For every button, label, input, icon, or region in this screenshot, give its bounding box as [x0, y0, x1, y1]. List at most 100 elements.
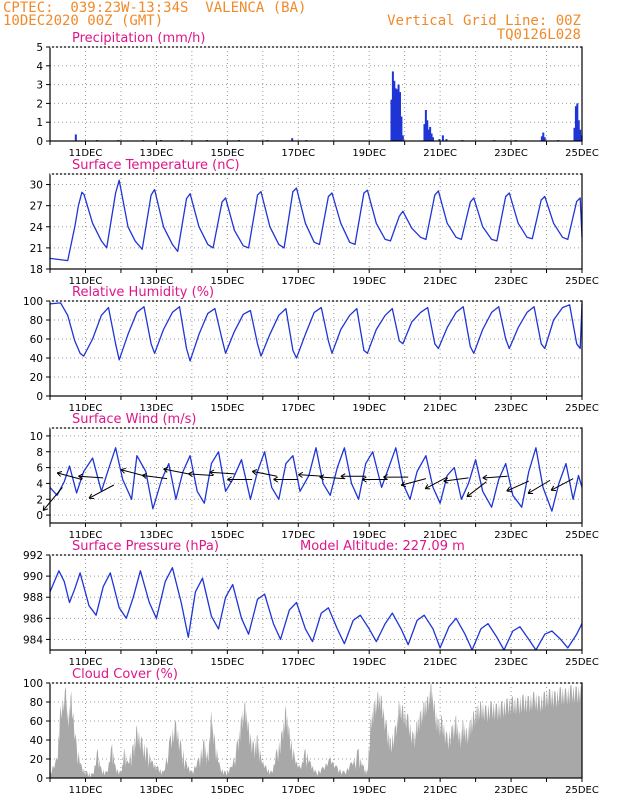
wind-vector	[340, 473, 366, 480]
precip-bar	[441, 135, 444, 141]
wind-vector	[506, 480, 530, 493]
precip-bar	[577, 120, 580, 141]
wind-vector-head	[78, 473, 84, 480]
y-tick-label: 988	[23, 592, 43, 604]
x-tick-label: 15DEC	[210, 530, 244, 541]
wind-vector	[78, 473, 104, 480]
x-tick-label: 13DEC	[140, 276, 174, 287]
y-tick-label: 2	[36, 494, 43, 506]
wind-vector-head	[273, 476, 279, 483]
precip-bar	[423, 124, 426, 141]
pres-frame	[49, 554, 583, 651]
x-tick-label: 17DEC	[281, 785, 315, 796]
x-tick-label: 17DEC	[281, 148, 315, 159]
wind-vector-shaft	[42, 487, 63, 511]
temp-title: Surface Temperature (nC)	[72, 158, 240, 173]
wind-vector-head	[527, 488, 534, 494]
wind-vector	[443, 477, 469, 484]
rh-panel: 0 20 40 60 80 100 11DEC 13DEC 15DEC 17DEC 19DEC 21D…	[23, 285, 599, 414]
wind-vector-head	[319, 474, 325, 481]
wind-vector-head	[424, 484, 431, 490]
precip-title: Precipitation (mm/h)	[72, 31, 205, 46]
wind-vector-shaft	[466, 481, 487, 498]
cloud-title: Cloud Cover (%)	[72, 667, 178, 682]
rh-frame	[49, 300, 583, 397]
x-tick-label: 21DEC	[423, 530, 457, 541]
x-tick-label: 11DEC	[69, 403, 103, 414]
x-tick-label: 13DEC	[140, 148, 174, 159]
y-tick-label: 0	[36, 510, 43, 522]
y-tick-label: 40	[30, 353, 43, 365]
x-tick-label: 13DEC	[140, 403, 174, 414]
y-tick-label: 40	[30, 735, 43, 747]
wind-vector-shaft	[142, 474, 168, 480]
precip-bar	[424, 109, 427, 141]
x-tick-label: 17DEC	[281, 403, 315, 414]
wind-vector	[273, 476, 299, 483]
precip-bar	[438, 139, 441, 141]
precip-bar	[291, 138, 294, 141]
precip-bar	[401, 135, 404, 141]
station-header-line2: 10DEC2020 00Z (GMT)	[3, 13, 164, 29]
precip-bar	[426, 120, 429, 141]
y-tick-label: 30	[30, 180, 43, 192]
y-tick-label: 20	[30, 754, 43, 766]
wind-vector-shaft	[443, 477, 469, 482]
x-tick-label: 11DEC	[69, 530, 103, 541]
station-header-line1: CPTEC: 039:23W-13:34S VALENCA (BA)	[3, 0, 307, 16]
wind-vector	[298, 471, 324, 478]
x-tick-label: 25DEC	[565, 785, 599, 796]
x-tick-label: 19DEC	[352, 276, 386, 287]
wind-vector-head	[466, 491, 473, 498]
y-tick-label: 992	[23, 550, 43, 562]
wind-vector-shaft	[57, 472, 83, 480]
pres-title: Surface Pressure (hPa)	[72, 539, 219, 554]
wind-vector-shaft	[252, 470, 278, 477]
precip-bar	[574, 106, 577, 141]
y-tick-label: 0	[36, 773, 43, 785]
wind-vector-head	[188, 471, 194, 478]
wind-vector-shaft	[120, 469, 146, 477]
wind-vector	[188, 471, 214, 478]
wind-vector-shaft	[506, 480, 530, 492]
wind-vector	[383, 474, 409, 481]
wind-vector	[141, 472, 168, 480]
y-tick-label: 0	[36, 391, 43, 403]
wind-vector-head	[506, 486, 512, 493]
precip-bar	[429, 126, 432, 141]
precip-bar	[74, 134, 77, 141]
precip-bar	[431, 137, 434, 141]
x-tick-label: 17DEC	[281, 657, 315, 668]
temp-series-line	[49, 179, 583, 262]
precip-bar	[445, 139, 448, 141]
x-tick-label: 15DEC	[210, 657, 244, 668]
y-tick-label: 21	[30, 243, 43, 255]
x-tick-label: 13DEC	[140, 785, 174, 796]
x-tick-label: 11DEC	[69, 276, 103, 287]
wind-vector	[227, 476, 253, 483]
wind-vector	[319, 474, 345, 481]
x-tick-label: 13DEC	[140, 657, 174, 668]
x-tick-label: 15DEC	[210, 785, 244, 796]
precip-bar	[579, 129, 582, 141]
x-tick-label: 21DEC	[423, 657, 457, 668]
wind-vector-shaft	[298, 474, 324, 477]
y-tick-label: 27	[30, 201, 43, 213]
wind-vector-shaft	[527, 479, 551, 494]
y-tick-label: 60	[30, 334, 43, 346]
y-tick-label: 990	[23, 571, 43, 583]
precip-bar	[400, 116, 403, 141]
wind-vector-shaft	[88, 484, 115, 499]
x-tick-label: 25DEC	[565, 530, 599, 541]
y-tick-label: 5	[36, 42, 43, 54]
wind-vector-head	[251, 469, 258, 476]
x-tick-label: 21DEC	[423, 148, 457, 159]
model-code: TQ0126L028	[496, 27, 581, 43]
wind-vector-shaft	[188, 473, 214, 476]
wind-vector-head	[227, 476, 232, 483]
precip-frame	[49, 46, 583, 142]
wind-vector-shaft	[424, 476, 448, 490]
wind-vector-head	[361, 476, 367, 483]
y-tick-label: 0	[36, 136, 43, 148]
